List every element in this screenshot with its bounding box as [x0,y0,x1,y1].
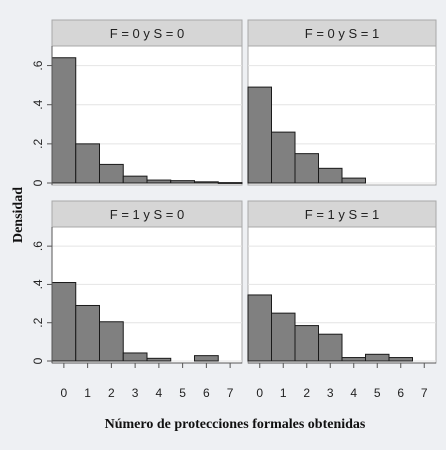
x-tick-label: 4 [156,386,163,400]
panels-layer: F = 0 y S = 0 0 .2 .4 .6 F = 0 y S = 1 F = 1 y… [31,19,437,400]
y-tick-label: .2 [31,317,45,327]
x-tick-label: 3 [327,386,334,400]
x-tick-label: 7 [227,386,234,400]
y-tick-label: .4 [31,99,45,109]
histogram-bar [318,167,343,184]
panel-strip [51,19,243,47]
y-axis-title: Densidad [11,187,26,243]
histogram-bar [247,294,272,362]
histogram-bar [318,333,343,362]
histogram-bar [294,325,319,362]
y-tick-label: 0 [31,179,45,186]
x-tick-label: 0 [256,386,263,400]
histogram-bar [75,304,100,362]
histogram-bar [51,282,77,362]
y-tick-label: .6 [31,241,45,251]
histogram-bar [271,312,296,362]
x-tick-label: 3 [132,386,139,400]
x-tick-label: 0 [61,386,68,400]
x-tick-label: 2 [108,386,115,400]
histogram-bar [99,163,124,184]
x-tick-label: 4 [350,386,357,400]
panel-title: F = 0 y S = 1 [305,26,379,41]
panel: F = 0 y S = 1 [247,19,437,186]
histogram-bar [294,153,319,184]
x-axis-title: Número de protecciones formales obtenida… [105,417,366,432]
histogram-bar [217,182,243,184]
histogram-bar [146,357,172,362]
y-tick-label: .6 [31,60,45,70]
x-tick-label: 5 [179,386,186,400]
histogram-bar [194,181,219,184]
x-tick-label: 7 [421,386,428,400]
panel: F = 1 y S = 1 0 1 2 3 4 5 6 7 [247,200,437,400]
histogram-bar [146,179,172,184]
histogram-bar [194,355,219,362]
x-tick-label: 6 [203,386,210,400]
histogram-bar [388,357,413,362]
x-tick-label: 2 [303,386,310,400]
y-tick-label: 0 [31,357,45,364]
histogram-bar [99,321,124,362]
histogram-bar [75,143,100,184]
y-tick-label: .4 [31,279,45,289]
x-tick-label: 6 [397,386,404,400]
panel-strip [247,200,437,228]
histogram-bar [122,175,148,184]
histogram-bar [341,177,366,184]
y-tick-label: .2 [31,139,45,149]
panel-strip [51,200,243,228]
panel-title: F = 1 y S = 1 [305,207,379,222]
histogram-bar [365,353,390,362]
panel: F = 0 y S = 0 0 .2 .4 .6 [31,19,243,186]
panel-title: F = 0 y S = 0 [110,26,184,41]
x-tick-label: 1 [84,386,91,400]
x-tick-label: 5 [374,386,381,400]
histogram-bar [51,57,77,184]
panel-title: F = 1 y S = 0 [110,207,184,222]
x-tick-label: 1 [280,386,287,400]
histogram-bar [247,86,272,184]
histogram-bar [341,357,366,362]
histogram-bar [122,352,148,362]
histogram-bar [170,180,195,184]
panel: F = 1 y S = 0 0 .2 .4 .6 0 1 2 3 4 5 6 7 [31,200,243,400]
histogram-bar [271,131,296,184]
